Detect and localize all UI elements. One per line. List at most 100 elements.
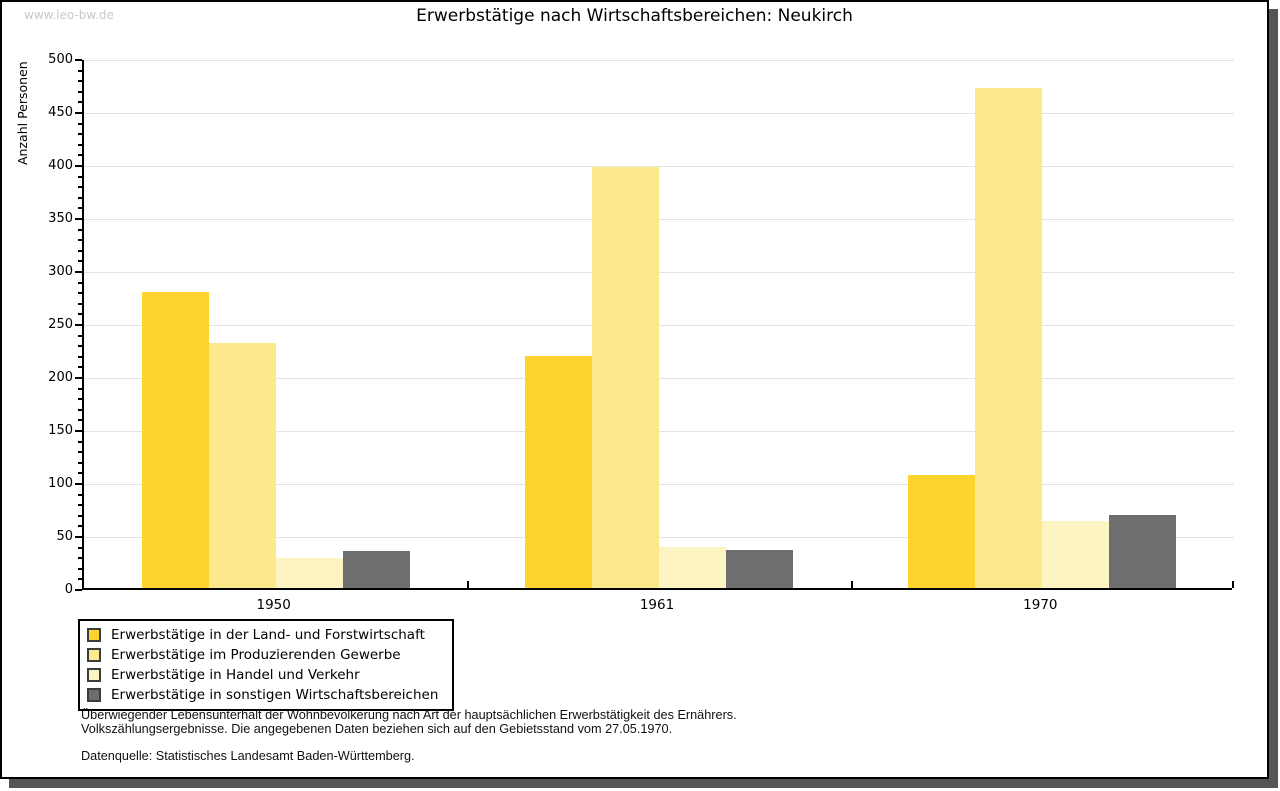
- legend-item-4: Erwerbstätige in sonstigen Wirtschaftsbe…: [87, 685, 438, 705]
- y-minor-tick-270: [78, 302, 82, 305]
- legend-swatch-3: [87, 668, 101, 682]
- footnote-line-2: Volkszählungsergebnisse. Die angegebenen…: [81, 722, 673, 736]
- y-minor-tick-470: [78, 90, 82, 93]
- y-tick-label-250: 250: [48, 317, 73, 332]
- y-minor-tick-40: [78, 546, 82, 549]
- y-minor-tick-460: [78, 101, 82, 104]
- legend-label-3: Erwerbstätige in Handel und Verkehr: [111, 667, 360, 683]
- y-minor-tick-290: [78, 281, 82, 284]
- x-boundary-tick-1: [467, 581, 470, 588]
- gridline-150: [84, 430, 1234, 432]
- y-minor-tick-80: [78, 504, 82, 507]
- legend-item-3: Erwerbstätige in Handel und Verkehr: [87, 665, 438, 685]
- y-tick-label-150: 150: [48, 423, 73, 438]
- legend-label-2: Erwerbstätige im Produzierenden Gewerbe: [111, 647, 401, 663]
- bar-1961-series-1: [525, 356, 592, 588]
- y-minor-tick-410: [78, 154, 82, 157]
- gridline-300: [84, 271, 1234, 273]
- footnote: Überwiegender Lebensunterhalt der Wohnbe…: [81, 708, 737, 763]
- y-tick-label-350: 350: [48, 211, 73, 226]
- plot-area: [75, 59, 1234, 591]
- legend: Erwerbstätige in der Land- und Forstwirt…: [78, 619, 455, 711]
- y-tick-label-100: 100: [48, 476, 73, 491]
- x-tick-label-1950: 1950: [256, 597, 291, 613]
- bar-1970-series-3: [1042, 521, 1110, 588]
- legend-item-1: Erwerbstätige in der Land- und Forstwirt…: [87, 625, 438, 645]
- y-minor-tick-310: [78, 260, 82, 263]
- legend-item-2: Erwerbstätige im Produzierenden Gewerbe: [87, 645, 438, 665]
- y-minor-tick-440: [78, 122, 82, 125]
- legend-swatch-2: [87, 648, 101, 662]
- y-major-tick-500: [75, 59, 82, 61]
- y-minor-tick-90: [78, 493, 82, 496]
- bar-1950-series-1: [141, 292, 209, 588]
- y-minor-tick-240: [78, 334, 82, 337]
- gridline-200: [84, 377, 1234, 379]
- y-major-tick-250: [75, 324, 82, 326]
- y-major-tick-50: [75, 536, 82, 538]
- legend-swatch-1: [87, 628, 101, 642]
- x-boundary-tick-2: [850, 581, 853, 588]
- y-minor-tick-210: [78, 366, 82, 369]
- y-tick-label-450: 450: [48, 105, 73, 120]
- y-minor-tick-130: [78, 451, 82, 454]
- y-minor-tick-360: [78, 207, 82, 210]
- y-tick-label-500: 500: [48, 52, 73, 67]
- gridline-100: [84, 483, 1234, 485]
- bar-1970-series-1: [908, 475, 976, 588]
- y-minor-tick-160: [78, 419, 82, 422]
- y-minor-tick-140: [78, 440, 82, 443]
- data-source-line: Datenquelle: Statistisches Landesamt Bad…: [81, 749, 415, 763]
- y-tick-label-200: 200: [48, 370, 73, 385]
- y-minor-tick-230: [78, 345, 82, 348]
- y-minor-tick-110: [78, 472, 82, 475]
- x-tick-label-1970: 1970: [1023, 597, 1058, 613]
- y-minor-tick-220: [78, 355, 82, 358]
- y-minor-tick-430: [78, 133, 82, 136]
- gridline-350: [84, 218, 1234, 220]
- y-minor-tick-30: [78, 557, 82, 560]
- chart-title: Erwerbstätige nach Wirtschaftsbereichen:…: [416, 6, 853, 26]
- y-minor-tick-370: [78, 196, 82, 199]
- x-tick-labels: 1950 1961 1970: [82, 597, 1232, 617]
- y-tick-label-0: 0: [64, 582, 73, 597]
- bar-1961-series-3: [659, 547, 726, 588]
- y-tick-label-300: 300: [48, 264, 73, 279]
- y-minor-tick-170: [78, 408, 82, 411]
- gridline-450: [84, 112, 1234, 114]
- bar-1950-series-4: [342, 551, 410, 588]
- bar-1950-series-3: [275, 558, 343, 588]
- watermark: www.leo-bw.de: [24, 8, 114, 22]
- y-major-tick-300: [75, 271, 82, 273]
- y-major-tick-150: [75, 430, 82, 432]
- y-major-tick-100: [75, 483, 82, 485]
- y-minor-tick-390: [78, 175, 82, 178]
- legend-label-1: Erwerbstätige in der Land- und Forstwirt…: [111, 627, 425, 643]
- y-minor-tick-320: [78, 249, 82, 252]
- x-boundary-tick-3: [1232, 581, 1234, 588]
- y-major-tick-450: [75, 112, 82, 114]
- y-minor-tick-420: [78, 143, 82, 146]
- x-tick-label-1961: 1961: [639, 597, 675, 613]
- gridline-400: [84, 165, 1234, 167]
- y-major-tick-200: [75, 377, 82, 379]
- y-minor-tick-490: [78, 69, 82, 72]
- bar-1950-series-2: [208, 343, 276, 588]
- legend-swatch-4: [87, 688, 101, 702]
- gridline-500: [84, 59, 1234, 61]
- y-minor-tick-480: [78, 80, 82, 83]
- gridline-50: [84, 536, 1234, 538]
- y-minor-tick-260: [78, 313, 82, 316]
- y-minor-tick-10: [78, 578, 82, 581]
- y-minor-tick-20: [78, 567, 82, 570]
- y-minor-tick-380: [78, 186, 82, 189]
- bar-1970-series-4: [1109, 515, 1177, 588]
- y-major-tick-400: [75, 165, 82, 167]
- y-minor-tick-180: [78, 398, 82, 401]
- y-minor-tick-60: [78, 525, 82, 528]
- y-tick-labels: 0 50 100 150 200 250 300 350 400 450 500: [2, 52, 73, 597]
- gridline-250: [84, 324, 1234, 326]
- bar-1970-series-2: [975, 88, 1043, 588]
- y-tick-label-50: 50: [56, 529, 73, 544]
- footnote-line-1: Überwiegender Lebensunterhalt der Wohnbe…: [81, 708, 737, 722]
